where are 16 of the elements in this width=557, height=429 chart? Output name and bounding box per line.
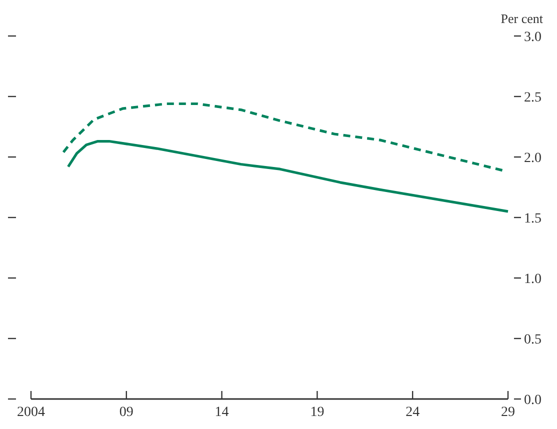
- y-tick-label: 1.5: [524, 211, 542, 226]
- x-tick-label: 19: [310, 405, 324, 420]
- y-tick-label: 0.5: [524, 332, 542, 348]
- x-tick-label: 24: [406, 405, 420, 420]
- line-series: [66, 140, 510, 213]
- x-tick-label: 14: [214, 405, 229, 420]
- y-axis-title: Per cent: [500, 11, 544, 26]
- line-series: [62, 102, 504, 172]
- x-tick-label: 09: [119, 405, 134, 420]
- y-tick-label: 1.0: [524, 272, 542, 287]
- x-tick-label: 2004: [17, 405, 45, 420]
- y-tick-label: 3.0: [524, 30, 542, 45]
- y-tick-label: 2.5: [524, 90, 542, 106]
- y-tick-label: 2.0: [524, 150, 542, 166]
- y-tick-label: 0.0: [524, 392, 542, 408]
- x-tick-label: 29: [501, 405, 515, 420]
